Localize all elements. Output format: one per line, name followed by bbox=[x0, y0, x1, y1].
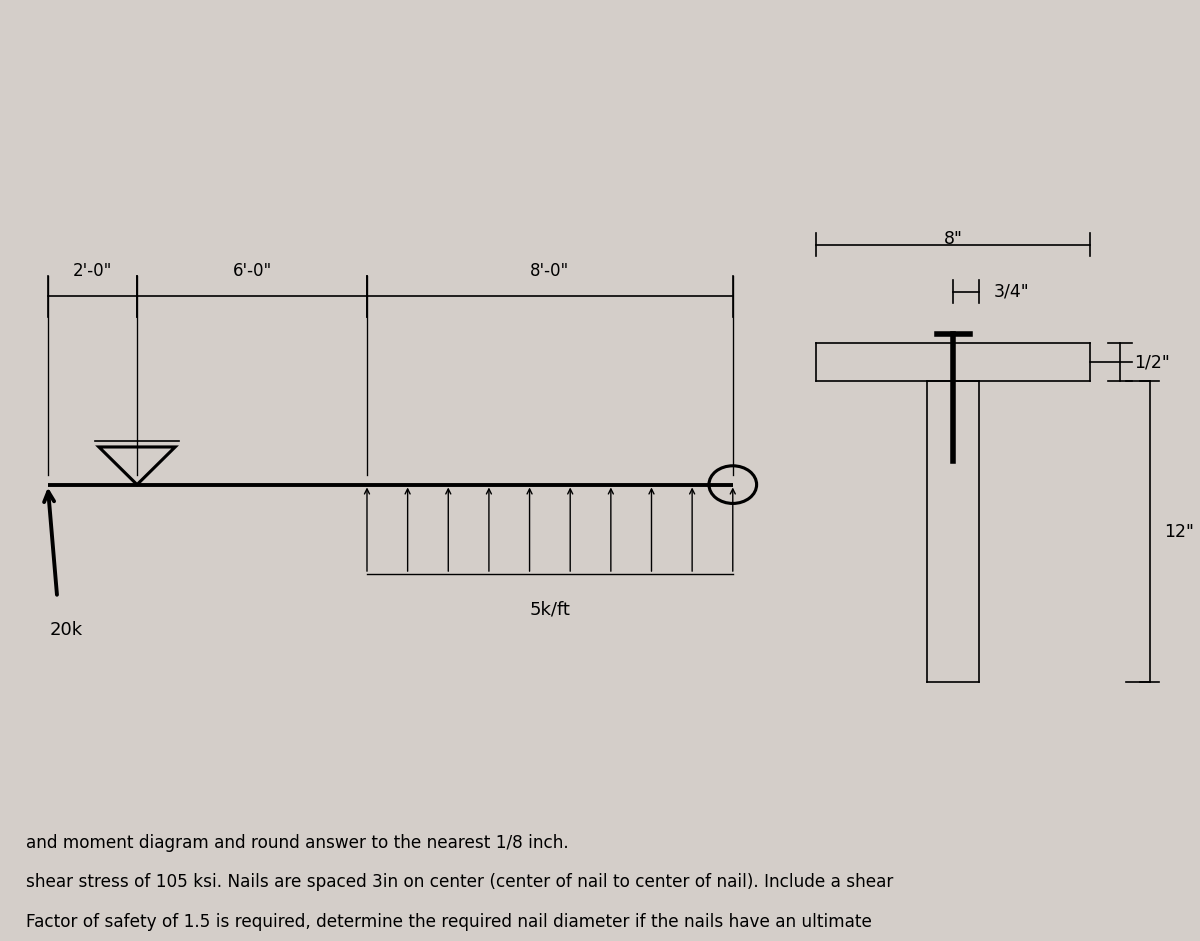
Text: 2'-0": 2'-0" bbox=[73, 262, 112, 279]
Text: 5k/ft: 5k/ft bbox=[529, 600, 570, 619]
Text: 20k: 20k bbox=[50, 621, 83, 639]
Text: 8": 8" bbox=[943, 230, 962, 247]
Text: 6'-0": 6'-0" bbox=[233, 262, 271, 279]
Text: 1/2": 1/2" bbox=[1134, 353, 1170, 372]
Text: 8'-0": 8'-0" bbox=[530, 262, 570, 279]
Text: and moment diagram and round answer to the nearest 1/8 inch.: and moment diagram and round answer to t… bbox=[26, 834, 569, 852]
Text: 3/4": 3/4" bbox=[994, 282, 1030, 301]
Text: 12": 12" bbox=[1164, 522, 1194, 541]
Text: Factor of safety of 1.5 is required, determine the required nail diameter if the: Factor of safety of 1.5 is required, det… bbox=[26, 913, 872, 931]
Text: shear stress of 105 ksi. Nails are spaced 3in on center (center of nail to cente: shear stress of 105 ksi. Nails are space… bbox=[26, 873, 894, 891]
